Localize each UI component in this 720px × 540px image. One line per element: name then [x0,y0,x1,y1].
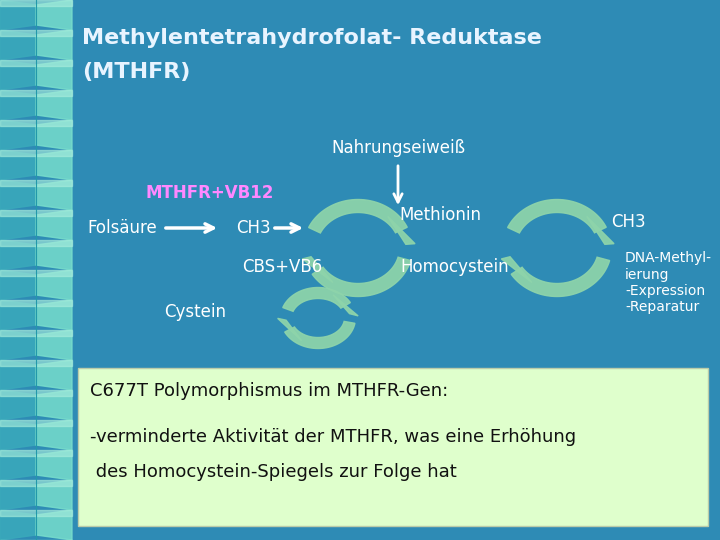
Polygon shape [0,210,72,216]
Text: ierung: ierung [625,268,670,282]
Text: C677T Polymorphismus im MTHFR-Gen:: C677T Polymorphismus im MTHFR-Gen: [90,382,449,400]
Polygon shape [0,480,72,486]
Polygon shape [0,390,72,396]
Polygon shape [0,390,36,420]
Polygon shape [36,240,72,270]
Polygon shape [0,120,72,126]
Polygon shape [0,300,36,330]
Polygon shape [302,256,333,282]
Text: Homocystein: Homocystein [401,258,509,276]
Polygon shape [36,450,72,480]
Polygon shape [0,510,36,540]
Polygon shape [0,30,36,60]
Polygon shape [0,150,72,156]
Polygon shape [0,90,72,96]
Polygon shape [36,30,72,60]
Polygon shape [0,450,72,456]
Polygon shape [333,295,358,316]
Polygon shape [36,510,72,540]
Polygon shape [0,420,36,450]
Polygon shape [36,300,72,330]
FancyBboxPatch shape [78,368,708,526]
Text: Nahrungseiweiß: Nahrungseiweiß [331,139,465,157]
Polygon shape [36,90,72,120]
Polygon shape [36,480,72,510]
Polygon shape [501,256,532,282]
Polygon shape [36,420,72,450]
Polygon shape [0,480,36,510]
Polygon shape [0,30,72,36]
Text: CBS+VB6: CBS+VB6 [242,258,322,276]
Polygon shape [36,360,72,390]
Text: des Homocystein-Spiegels zur Folge hat: des Homocystein-Spiegels zur Folge hat [90,463,456,481]
Polygon shape [0,150,36,180]
Text: CH3: CH3 [235,219,270,237]
Polygon shape [0,240,36,270]
Polygon shape [36,60,72,90]
Polygon shape [36,0,72,30]
Polygon shape [36,120,72,150]
Text: Methylentetrahydrofolat- Reduktase: Methylentetrahydrofolat- Reduktase [82,28,542,48]
Polygon shape [283,287,351,312]
Polygon shape [0,0,36,30]
Polygon shape [278,319,302,341]
Polygon shape [587,217,614,244]
Polygon shape [0,300,72,306]
Text: -verminderte Aktivität der MTHFR, was eine Erhöhung: -verminderte Aktivität der MTHFR, was ei… [90,428,576,446]
Polygon shape [0,120,36,150]
Polygon shape [0,330,36,360]
Polygon shape [387,217,415,244]
Polygon shape [0,210,36,240]
Polygon shape [0,180,36,210]
Polygon shape [0,270,72,276]
Text: Cystein: Cystein [164,303,226,321]
Polygon shape [0,360,36,390]
Polygon shape [0,60,72,66]
Text: -Reparatur: -Reparatur [625,300,699,314]
Polygon shape [0,270,36,300]
Polygon shape [36,330,72,360]
Polygon shape [0,90,36,120]
Polygon shape [36,180,72,210]
Text: Folsäure: Folsäure [87,219,157,237]
Text: CH3: CH3 [611,213,645,231]
Polygon shape [36,150,72,180]
Polygon shape [508,199,606,233]
Polygon shape [0,240,72,246]
Polygon shape [36,210,72,240]
Text: Methionin: Methionin [399,206,481,224]
Polygon shape [284,321,355,348]
Text: DNA-Methyl-: DNA-Methyl- [625,251,712,265]
Polygon shape [36,270,72,300]
Polygon shape [36,390,72,420]
Polygon shape [0,60,36,90]
Text: (MTHFR): (MTHFR) [82,62,190,82]
Polygon shape [0,510,72,516]
Polygon shape [0,420,72,426]
Polygon shape [511,257,610,296]
Polygon shape [0,180,72,186]
Polygon shape [0,0,72,6]
Polygon shape [312,257,410,296]
Polygon shape [0,330,72,336]
Polygon shape [0,360,72,366]
Polygon shape [309,199,408,233]
Text: MTHFR+VB12: MTHFR+VB12 [146,184,274,202]
Text: -Expression: -Expression [625,284,705,298]
Polygon shape [0,450,36,480]
